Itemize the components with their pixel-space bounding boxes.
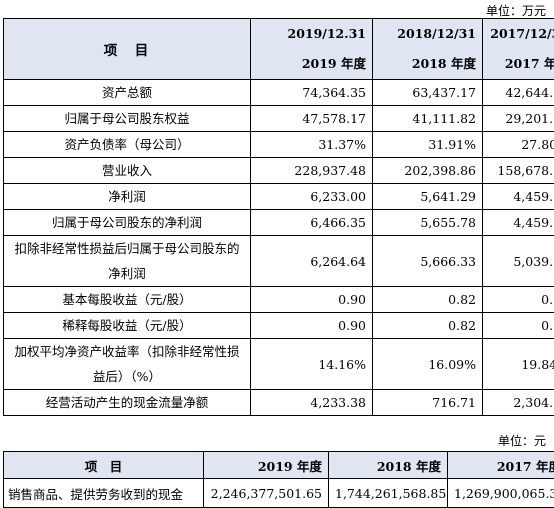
row-value: 0.82 [373,287,483,313]
row-value: 74,364.35 [251,80,373,106]
header-col-2018: 2018 年度 [329,452,448,479]
row-value: 6,466.35 [251,210,373,236]
header-year: 2018 年度 [379,49,476,79]
row-value: 202,398.86 [373,158,483,184]
header-item-label: 项 目 [4,452,204,479]
row-value: 1,744,261,568.85 [329,479,448,508]
unit-label-bottom: 单位：元 [498,432,546,449]
row-value: 5,666.33 [373,236,483,287]
row-value: 716.71 [373,390,483,416]
row-value: 0.82 [373,313,483,339]
row-label: 基本每股收益（元/股） [4,287,251,313]
table-body: 资产总额74,364.3563,437.1742,644.70归属于母公司股东权… [4,80,554,416]
table-row: 稀释每股收益（元/股）0.900.820.71 [4,313,554,339]
header-date: 2019/12.31 [257,19,366,49]
row-value: 14.16% [251,339,373,390]
row-label: 加权平均净资产收益率（扣除非经常性损益后）（%） [4,339,251,390]
header-col-2018: 2018/12/31 2018 年度 [373,19,483,80]
row-label: 资产总额 [4,80,251,106]
row-value: 0.90 [251,287,373,313]
financial-summary-table: 项 目 2019/12.31 2019 年度 2018/12/31 2018 年… [3,18,554,416]
header-year: 2017 年度 [489,49,554,79]
row-value: 4,459.79 [483,184,554,210]
row-label: 净利润 [4,184,251,210]
header-date: 2017/12/31 [489,19,554,49]
row-value: 29,201.65 [483,106,554,132]
row-label: 经营活动产生的现金流量净额 [4,390,251,416]
table-header-row: 项 目 2019 年度 2018 年度 2017 年度 [4,452,554,479]
unit-label-top: 单位：万元 [486,2,546,19]
table-row: 基本每股收益（元/股）0.900.820.71 [4,287,554,313]
header-year: 2019 年度 [257,49,366,79]
row-value: 63,437.17 [373,80,483,106]
row-label: 扣除非经常性损益后归属于母公司股东的净利润 [4,236,251,287]
row-value: 6,233.00 [251,184,373,210]
row-value: 16.09% [373,339,483,390]
table-header-row: 项 目 2019/12.31 2019 年度 2018/12/31 2018 年… [4,19,554,80]
row-value: 42,644.70 [483,80,554,106]
row-value: 31.37% [251,132,373,158]
table-row: 资产负债率（母公司）31.37%31.91%27.80% [4,132,554,158]
row-value: 2,246,377,501.65 [204,479,329,508]
row-value: 228,937.48 [251,158,373,184]
row-value: 0.90 [251,313,373,339]
header-col-2017: 2017/12/31 2017 年度 [483,19,554,80]
row-value: 5,641.29 [373,184,483,210]
row-value: 31.91% [373,132,483,158]
header-col-2017: 2017 年度 [448,452,554,479]
row-value: 47,578.17 [251,106,373,132]
cash-flow-table: 项 目 2019 年度 2018 年度 2017 年度 销售商品、提供劳务收到的… [3,451,554,508]
row-label: 稀释每股收益（元/股） [4,313,251,339]
row-label: 销售商品、提供劳务收到的现金 [4,479,204,508]
row-value: 5,655.78 [373,210,483,236]
row-value: 2,304.22 [483,390,554,416]
row-value: 27.80% [483,132,554,158]
row-value: 158,678.00 [483,158,554,184]
row-label: 资产负债率（母公司） [4,132,251,158]
row-value: 1,269,900,065.35 [448,479,554,508]
row-label: 归属于母公司股东权益 [4,106,251,132]
row-value: 0.71 [483,313,554,339]
row-label: 营业收入 [4,158,251,184]
table-row: 加权平均净资产收益率（扣除非经常性损益后）（%）14.16%16.09%19.8… [4,339,554,390]
header-col-2019: 2019/12.31 2019 年度 [251,19,373,80]
row-value: 4,459.79 [483,210,554,236]
row-value: 0.71 [483,287,554,313]
header-date: 2018/12/31 [379,19,476,49]
row-value: 4,233.38 [251,390,373,416]
header-col-2019: 2019 年度 [204,452,329,479]
row-value: 6,264.64 [251,236,373,287]
row-label: 归属于母公司股东的净利润 [4,210,251,236]
header-item-label: 项 目 [4,19,251,80]
row-value: 5,039.12 [483,236,554,287]
row-value: 19.84% [483,339,554,390]
row-value: 41,111.82 [373,106,483,132]
